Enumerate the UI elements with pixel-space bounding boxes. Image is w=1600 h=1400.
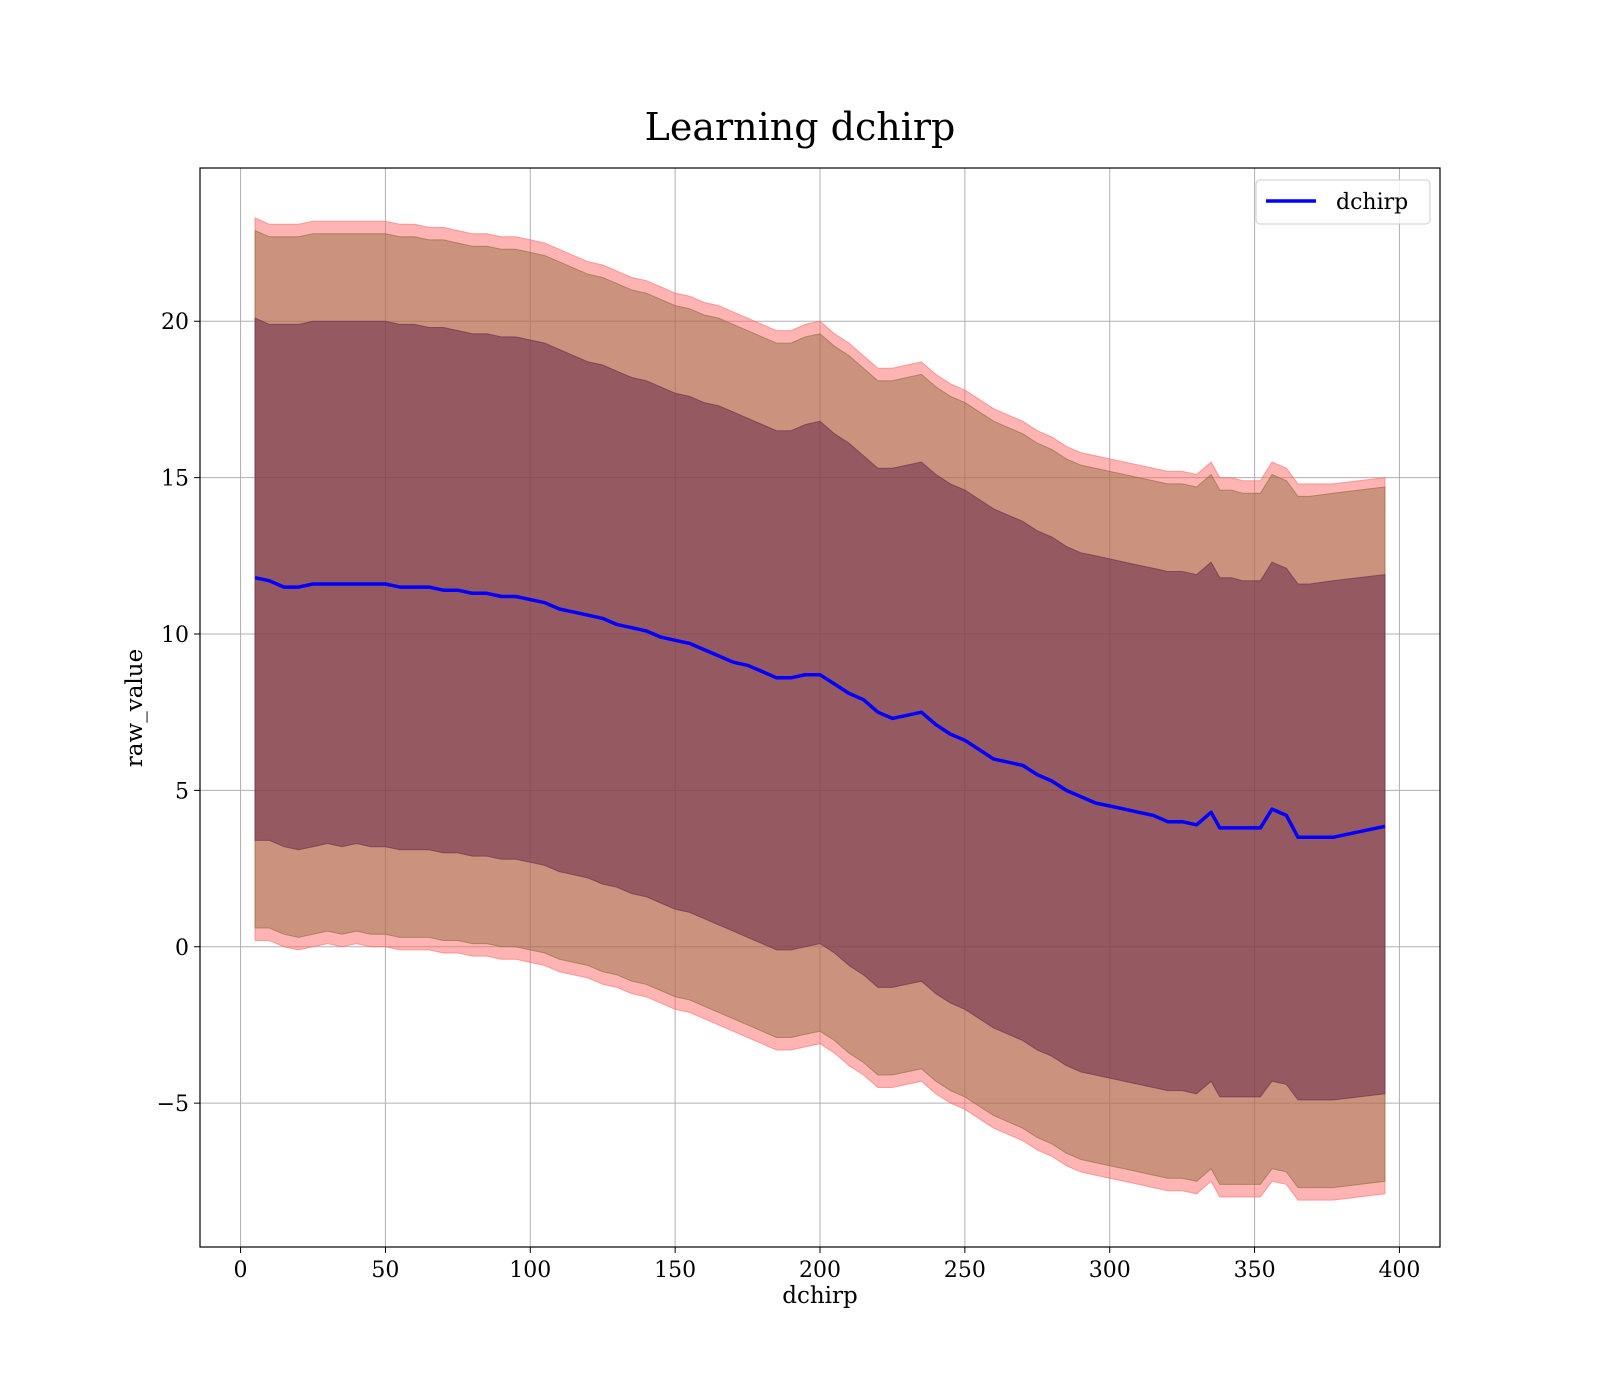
x-axis-label: dchirp [782,1283,858,1309]
confidence-band-2 [254,317,1386,1101]
x-tick-label: 400 [1378,1258,1420,1283]
y-tick-label: 5 [175,779,189,804]
series-line-dchirp [254,575,1386,840]
y-tick-label: 15 [161,467,189,492]
legend-label-dchirp: dchirp [1336,190,1408,215]
y-axis-label: raw_value [122,649,148,767]
chart-title: Learning dchirp [645,105,956,149]
x-tick-label: 250 [944,1258,986,1283]
y-tick-label: 20 [161,310,189,335]
y-axis-ticks: −5 0 5 10 15 20 [157,310,200,1117]
x-tick-label: 100 [509,1258,551,1283]
x-tick-label: 0 [234,1258,248,1283]
x-tick-label: 50 [371,1258,399,1283]
y-tick-label: 0 [175,936,189,961]
confidence-bands [254,217,1386,1201]
x-tick-label: 350 [1234,1258,1276,1283]
x-tick-label: 200 [799,1258,841,1283]
series-lines [254,575,1386,840]
x-tick-label: 150 [654,1258,696,1283]
legend: dchirp [1255,179,1431,225]
x-axis-ticks: 0 50 100 150 200 250 300 350 400 [234,1247,1420,1283]
y-tick-label: −5 [157,1092,189,1117]
y-tick-label: 10 [161,623,189,648]
x-tick-label: 300 [1089,1258,1131,1283]
legend-box [1255,179,1431,225]
